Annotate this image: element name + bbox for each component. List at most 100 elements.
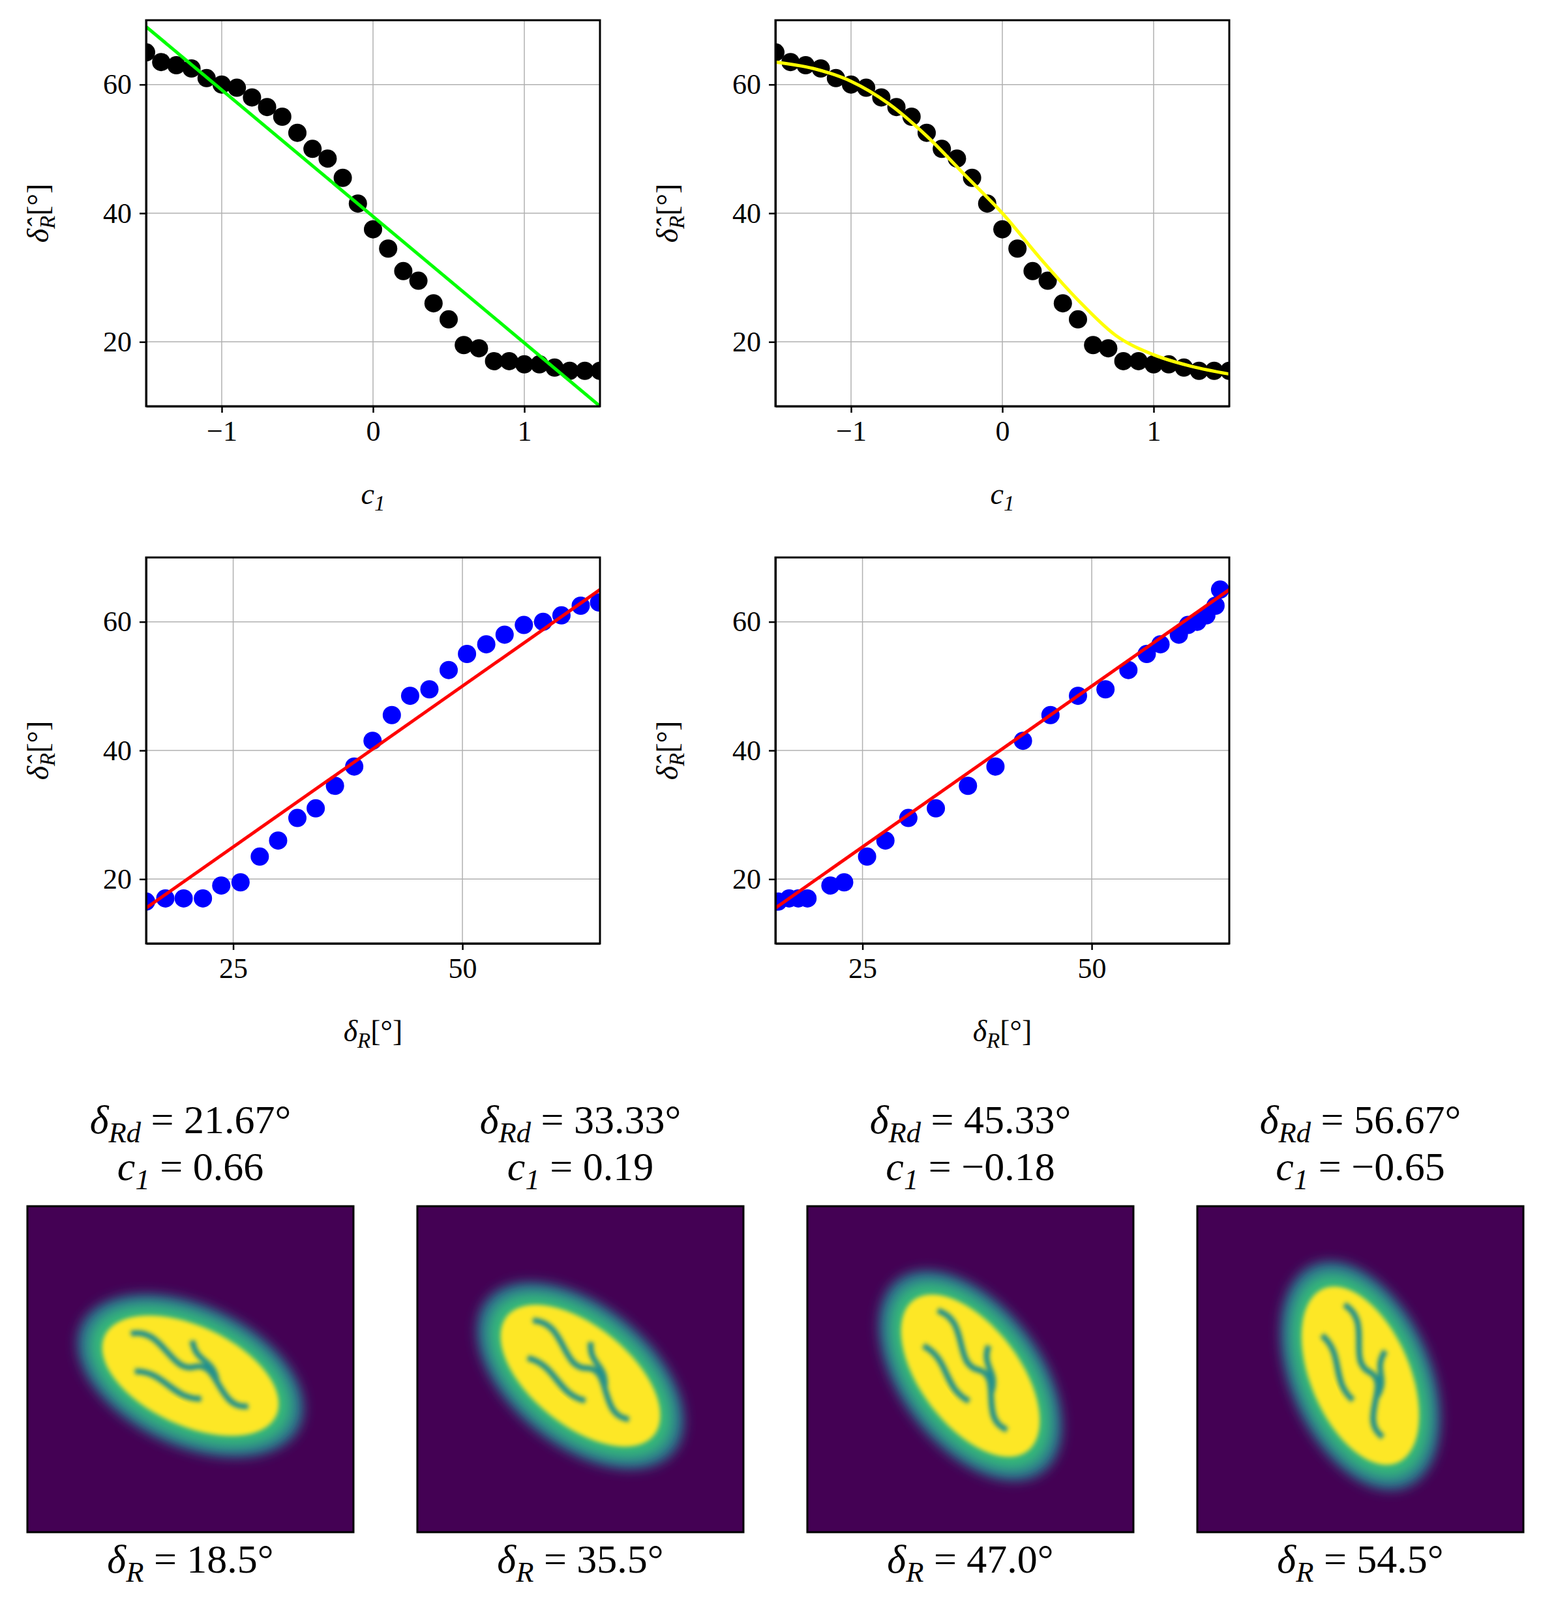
tick-mark: [1091, 943, 1093, 951]
tick-mark: [139, 749, 147, 752]
tick-mark: [139, 84, 147, 87]
particle-edge: [459, 1261, 702, 1491]
text-part: [°]: [21, 721, 55, 754]
text-part: = 0.19: [539, 1144, 654, 1189]
x-axis-title: δR[°]: [972, 1014, 1033, 1053]
tick-label: 1: [517, 415, 533, 448]
image-title: c1 = 0.66: [117, 1144, 264, 1197]
data-point: [1053, 294, 1073, 313]
data-point: [306, 799, 325, 818]
tick-label: 20: [732, 326, 762, 359]
data-point: [917, 123, 936, 143]
particle: [442, 1245, 719, 1508]
particle-edge: [857, 1254, 1084, 1498]
y-axis: 204060: [103, 558, 147, 945]
tick-label: 60: [103, 605, 132, 638]
math-symbol: c: [117, 1144, 136, 1189]
data-point: [231, 873, 250, 892]
image-title: c1 = −0.18: [885, 1144, 1055, 1197]
math-symbol: δ: [106, 1537, 127, 1582]
tick-mark: [372, 406, 375, 413]
particle-structure: [911, 1299, 1036, 1441]
particle-halo: [442, 1245, 719, 1508]
math-symbol: c: [361, 477, 375, 511]
math-symbol: δ: [886, 1537, 907, 1582]
y-axis: 204060: [732, 558, 777, 945]
tick: 60: [103, 68, 147, 101]
tick: 20: [732, 863, 776, 896]
grid-line: [775, 341, 1230, 344]
y-axis-title: δ̂R[°]: [21, 183, 60, 244]
data-point: [469, 339, 488, 358]
image-panel: δRd = 45.33°c1 = −0.18δR = 47.0°: [807, 1097, 1134, 1589]
x-axis: 2550: [776, 943, 1230, 985]
fit-line: [775, 61, 1230, 375]
math-subscript: R: [664, 215, 689, 230]
text-part: = 56.67°: [1310, 1097, 1461, 1142]
data-point: [378, 239, 398, 258]
data-point: [1068, 310, 1088, 329]
x-axis: −101: [776, 406, 1230, 448]
particle-core: [83, 1291, 297, 1461]
y-axis-title: δ̂R[°]: [650, 183, 689, 244]
image-panel: δRd = 56.67°c1 = −0.65δR = 54.5°: [1197, 1097, 1524, 1589]
tick-mark: [768, 749, 776, 752]
image-background: [807, 1206, 1134, 1533]
tick-label: 25: [848, 952, 878, 985]
text-part: = −0.18: [918, 1144, 1055, 1189]
data-point: [242, 88, 261, 107]
tick-label: 20: [103, 863, 132, 896]
data-point: [151, 52, 171, 72]
tick-mark: [523, 406, 526, 413]
math-symbol: δ: [343, 1014, 359, 1048]
text-part: [°]: [650, 183, 685, 216]
tick: 40: [103, 197, 147, 230]
data-point: [193, 889, 212, 908]
panel: 2550204060δR[°]δ̂R[°]: [21, 557, 609, 1053]
fit-line: [775, 589, 1230, 908]
data-point: [958, 776, 977, 795]
panel: −101204060c1δ̂R[°]: [21, 20, 610, 516]
math-symbol: c: [990, 477, 1004, 511]
data-point: [393, 262, 413, 281]
tick-mark: [768, 84, 776, 87]
math-symbol: c: [507, 1144, 526, 1189]
data-point: [211, 876, 231, 895]
math-subscript: R: [905, 1555, 924, 1589]
data-point: [1008, 239, 1027, 258]
fit-line: [146, 589, 600, 908]
tick: 1: [517, 406, 533, 448]
data-point: [1098, 339, 1118, 358]
tick-label: 0: [995, 415, 1011, 448]
image-caption: δR = 18.5°: [106, 1537, 274, 1589]
grid: [775, 20, 1230, 407]
math-subscript: 1: [1003, 491, 1015, 516]
image-background: [27, 1206, 354, 1533]
data-point: [514, 616, 533, 635]
data-point: [439, 310, 458, 329]
tick: −1: [836, 406, 867, 448]
particle-structure: [511, 1305, 652, 1433]
image: [807, 1206, 1134, 1533]
tick: 60: [732, 68, 776, 101]
tick-label: 25: [219, 952, 248, 985]
data-point: [1220, 361, 1230, 381]
plot-area: [146, 26, 600, 407]
tick-mark: [139, 879, 147, 882]
image-frame: [417, 1206, 744, 1533]
image: [417, 1206, 744, 1533]
tick-mark: [221, 406, 224, 413]
tick: 0: [366, 406, 381, 448]
math-subscript: R: [125, 1555, 144, 1589]
math-subscript: R: [664, 753, 689, 767]
grid: [775, 557, 1230, 944]
grid-line: [146, 879, 600, 881]
image-frame: [27, 1206, 354, 1533]
plot-frame: [146, 20, 600, 407]
image-title: δRd = 45.33°: [869, 1097, 1072, 1150]
grid-line: [146, 341, 600, 344]
data-point: [1096, 680, 1115, 699]
tick-label: 60: [732, 605, 762, 638]
image-caption: δR = 35.5°: [496, 1537, 664, 1589]
particle-edge: [67, 1276, 314, 1476]
